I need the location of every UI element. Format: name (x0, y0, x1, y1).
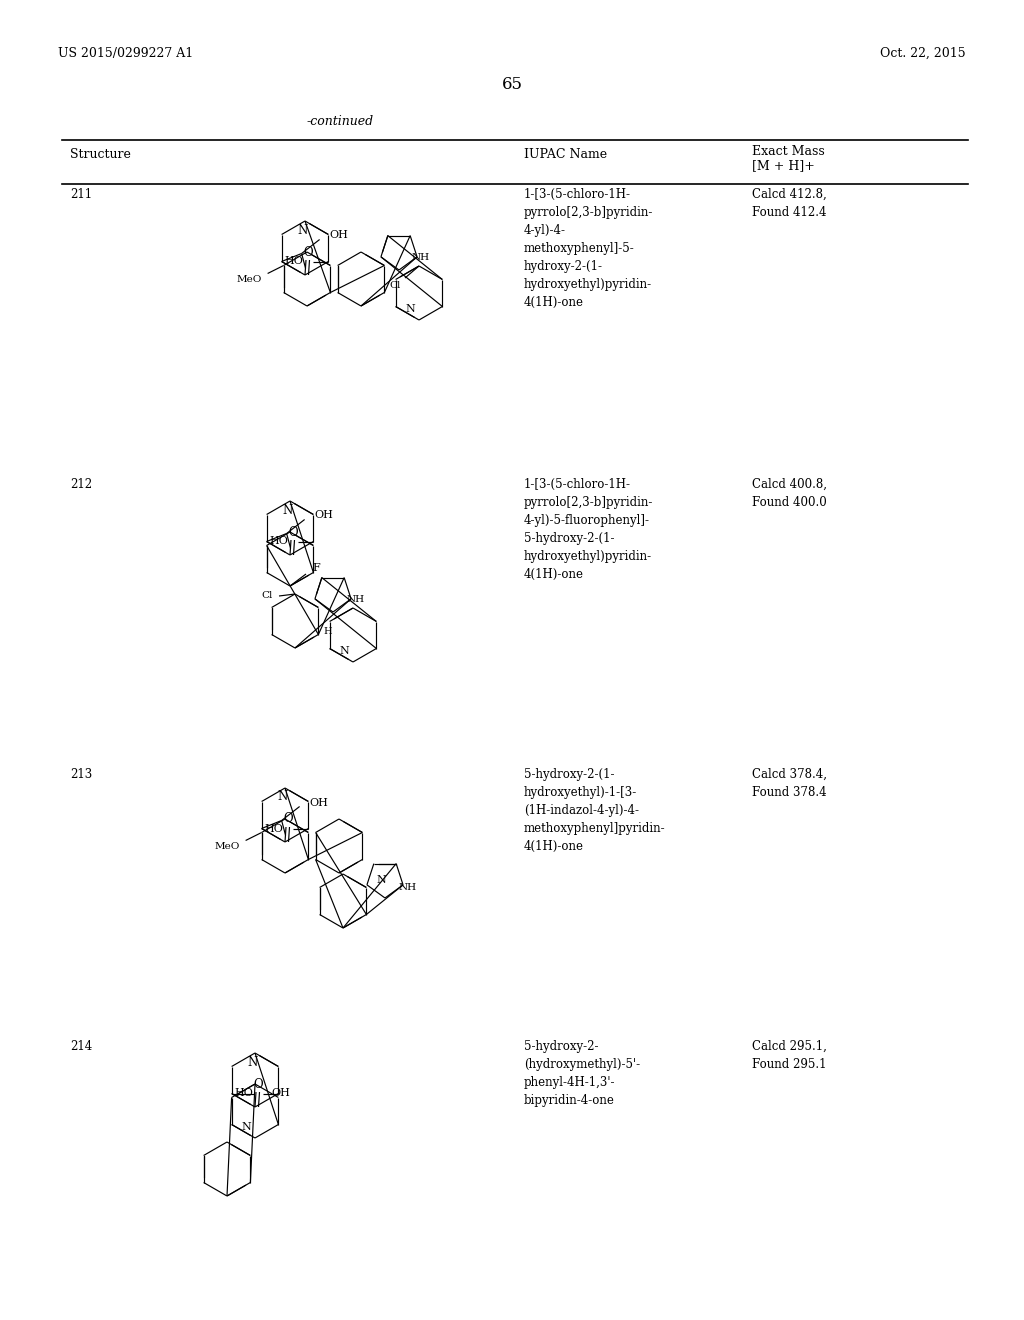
Text: NH: NH (347, 595, 366, 605)
Text: 213: 213 (70, 768, 92, 781)
Text: HO: HO (234, 1089, 253, 1098)
Text: O: O (303, 246, 312, 259)
Text: [M + H]+: [M + H]+ (752, 158, 815, 172)
Text: N: N (283, 503, 293, 516)
Text: Calcd 295.1,
Found 295.1: Calcd 295.1, Found 295.1 (752, 1040, 826, 1071)
Text: N: N (406, 304, 416, 314)
Text: 1-[3-(5-chloro-1H-
pyrrolo[2,3-b]pyridin-
4-yl)-5-fluorophenyl]-
5-hydroxy-2-(1-: 1-[3-(5-chloro-1H- pyrrolo[2,3-b]pyridin… (524, 478, 653, 581)
Text: N: N (298, 223, 308, 236)
Text: OH: OH (309, 797, 329, 808)
Text: NH: NH (412, 253, 430, 263)
Text: O: O (288, 525, 298, 539)
Text: Cl: Cl (389, 281, 401, 290)
Text: HO: HO (264, 824, 284, 833)
Text: N: N (340, 645, 349, 656)
Text: 1-[3-(5-chloro-1H-
pyrrolo[2,3-b]pyridin-
4-yl)-4-
methoxyphenyl]-5-
hydroxy-2-(: 1-[3-(5-chloro-1H- pyrrolo[2,3-b]pyridin… (524, 187, 653, 309)
Text: N: N (242, 1122, 251, 1131)
Text: NH: NH (399, 883, 417, 892)
Text: Calcd 412.8,
Found 412.4: Calcd 412.8, Found 412.4 (752, 187, 826, 219)
Text: MeO: MeO (237, 275, 261, 284)
Text: 5-hydroxy-2-
(hydroxymethyl)-5'-
phenyl-4H-1,3'-
bipyridin-4-one: 5-hydroxy-2- (hydroxymethyl)-5'- phenyl-… (524, 1040, 640, 1107)
Text: OH: OH (314, 511, 334, 520)
Text: N: N (248, 1056, 258, 1068)
Text: HO: HO (285, 256, 303, 267)
Text: OH: OH (271, 1089, 291, 1098)
Text: OH: OH (330, 231, 348, 240)
Text: -continued: -continued (306, 115, 374, 128)
Text: N: N (377, 875, 387, 884)
Text: IUPAC Name: IUPAC Name (524, 148, 607, 161)
Text: O: O (284, 813, 293, 825)
Text: Structure: Structure (70, 148, 131, 161)
Text: Exact Mass: Exact Mass (752, 145, 824, 158)
Text: Cl: Cl (261, 591, 273, 601)
Text: F: F (312, 564, 319, 573)
Text: US 2015/0299227 A1: US 2015/0299227 A1 (58, 48, 194, 59)
Text: Oct. 22, 2015: Oct. 22, 2015 (881, 48, 966, 59)
Text: HO: HO (269, 536, 289, 546)
Text: N: N (278, 791, 288, 804)
Text: 5-hydroxy-2-(1-
hydroxyethyl)-1-[3-
(1H-indazol-4-yl)-4-
methoxyphenyl]pyridin-
: 5-hydroxy-2-(1- hydroxyethyl)-1-[3- (1H-… (524, 768, 666, 853)
Text: Calcd 378.4,
Found 378.4: Calcd 378.4, Found 378.4 (752, 768, 827, 799)
Text: 214: 214 (70, 1040, 92, 1053)
Text: 65: 65 (502, 77, 522, 92)
Text: Calcd 400.8,
Found 400.0: Calcd 400.8, Found 400.0 (752, 478, 827, 510)
Text: MeO: MeO (214, 842, 240, 851)
Text: H: H (324, 627, 332, 636)
Text: 211: 211 (70, 187, 92, 201)
Text: 212: 212 (70, 478, 92, 491)
Text: O: O (253, 1077, 263, 1090)
